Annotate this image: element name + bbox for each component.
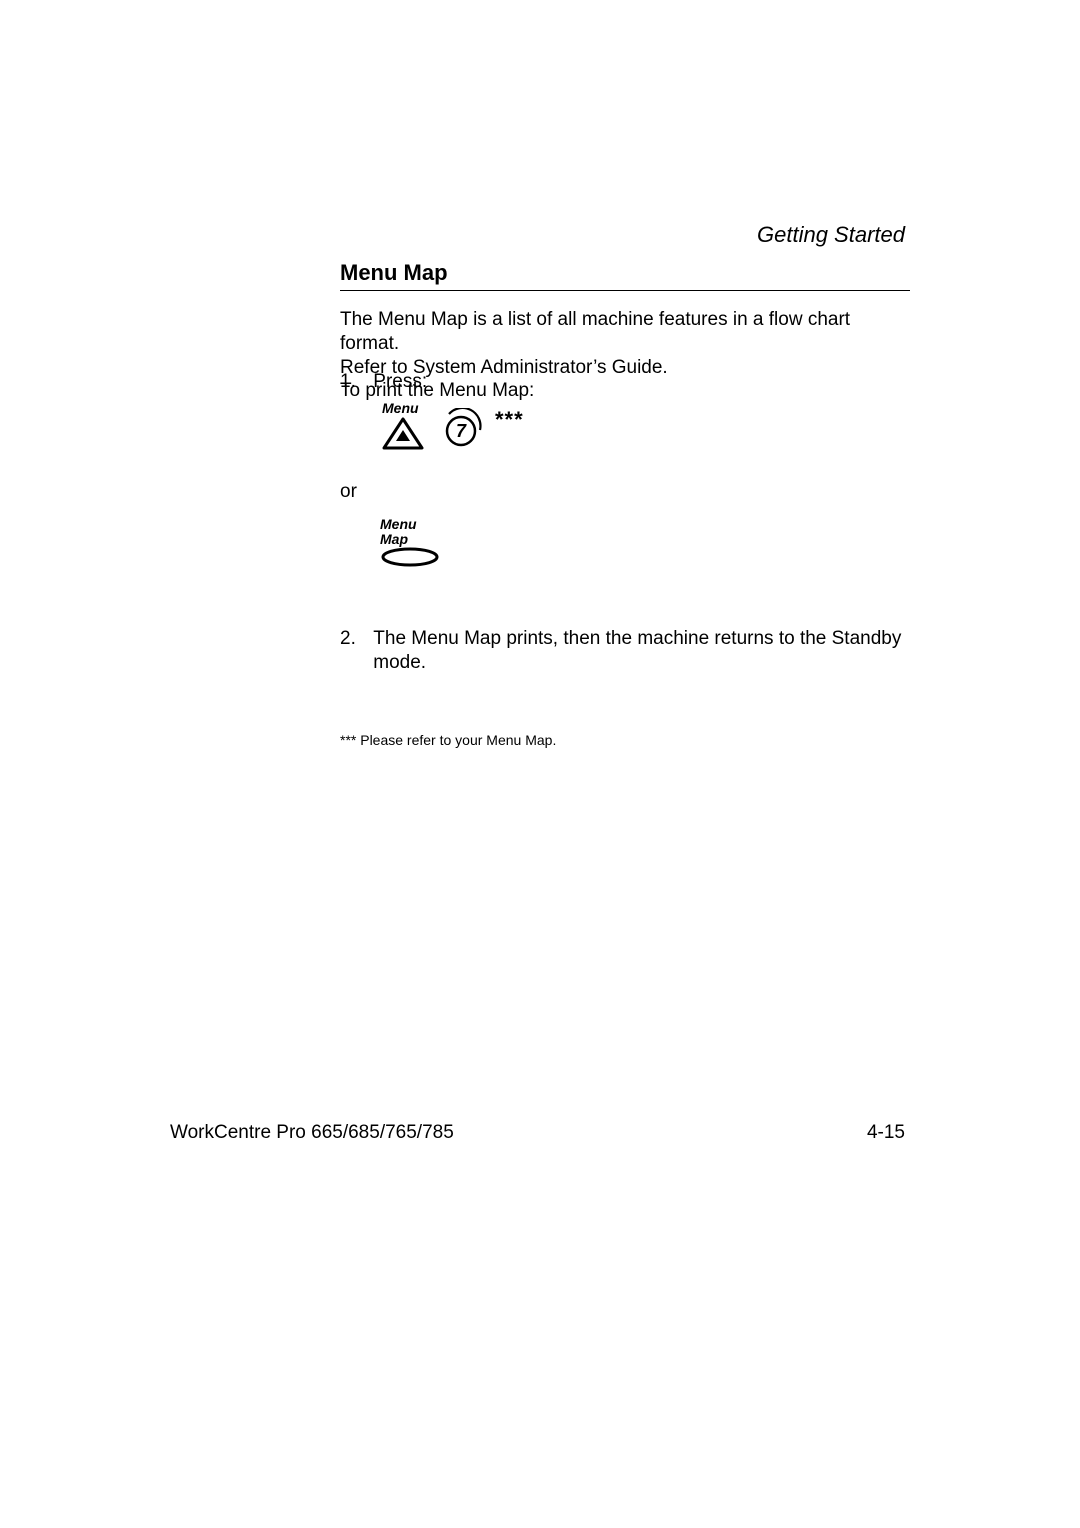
menu-button-icon: [380, 416, 426, 452]
menumap-label-line1: Menu: [380, 516, 417, 532]
seven-digit: 7: [456, 421, 467, 441]
menu-button-label: Menu: [382, 400, 426, 416]
menumap-button-label: Menu Map: [380, 517, 440, 546]
menumap-button-icon: [380, 546, 440, 568]
menumap-button-group: Menu Map: [380, 517, 440, 573]
footer-page: 4-15: [867, 1122, 905, 1144]
menu-button-group: Menu: [380, 400, 426, 452]
step-1-number: 1.: [340, 371, 368, 393]
step-1: 1. Press:: [340, 371, 910, 393]
section-rule: [340, 290, 910, 291]
step-1-text: Press:: [373, 371, 427, 392]
step-2-number: 2.: [340, 627, 368, 651]
step-2: 2. The Menu Map prints, then the machine…: [340, 627, 910, 675]
or-text: or: [340, 481, 357, 503]
menumap-label-line2: Map: [380, 531, 408, 547]
footnote: *** Please refer to your Menu Map.: [340, 732, 556, 748]
intro-line1: The Menu Map is a list of all machine fe…: [340, 309, 850, 354]
page: Getting Started Menu Map The Menu Map is…: [0, 0, 1080, 1528]
step-2-text: The Menu Map prints, then the machine re…: [373, 627, 903, 675]
section-title: Menu Map: [340, 260, 448, 286]
stars-text: ***: [495, 407, 524, 433]
seven-button-icon: 7: [440, 408, 482, 450]
seven-button-group: 7: [440, 408, 482, 455]
footer-product: WorkCentre Pro 665/685/765/785: [170, 1122, 454, 1144]
header-section: Getting Started: [757, 222, 905, 248]
